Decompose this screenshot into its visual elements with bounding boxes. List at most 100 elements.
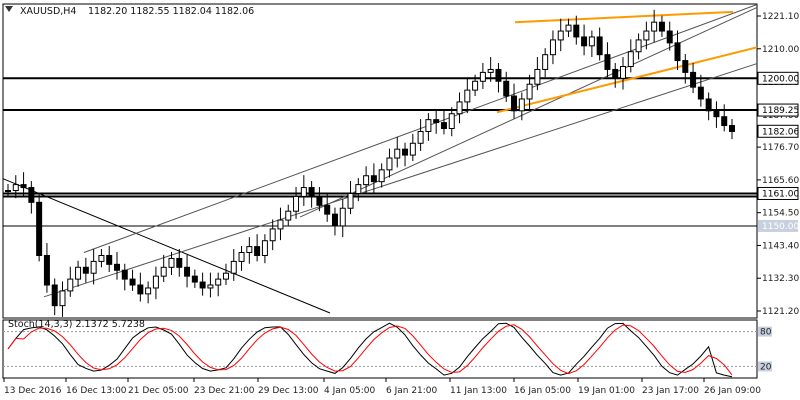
candle-body xyxy=(59,290,66,307)
time-tick-label: 23 Jan 17:00 xyxy=(642,386,699,396)
candle-body xyxy=(121,269,128,280)
candle-body xyxy=(690,71,697,88)
candle-body xyxy=(402,148,409,156)
candle-body xyxy=(269,228,276,242)
candle-body xyxy=(518,98,525,112)
stoch-label: Stoch(14,3,3) 2.1372 5.7238 xyxy=(8,319,145,330)
time-tick-label: 16 Dec 13:00 xyxy=(66,386,127,396)
candle-body xyxy=(658,21,665,32)
candle-body xyxy=(308,187,315,197)
candle-body xyxy=(106,254,113,265)
level-price-label: 1200.00 xyxy=(762,74,799,84)
candle-body xyxy=(682,60,689,73)
price-tick-label: 1165.60 xyxy=(762,176,799,186)
chart-ohlc-values: 1182.20 1182.55 1182.04 1182.06 xyxy=(88,6,254,17)
candle-body xyxy=(246,246,253,254)
candle-body xyxy=(448,113,455,130)
candle-body xyxy=(28,187,35,203)
candle-body xyxy=(20,184,27,189)
stoch-signal-line xyxy=(7,324,733,376)
level-price-box xyxy=(758,219,798,232)
candle-body xyxy=(620,65,627,79)
candle-body xyxy=(511,95,518,112)
wedge-upper-line xyxy=(514,10,734,24)
level-price-box xyxy=(757,186,799,200)
price-panel-frame xyxy=(2,3,758,319)
candle-body xyxy=(674,42,681,62)
candle-body xyxy=(300,187,307,197)
channel-line-middle xyxy=(299,6,758,218)
candle-body xyxy=(168,257,175,268)
level-price-box xyxy=(757,103,799,117)
price-tick-label: 1154.50 xyxy=(762,209,799,219)
last-price-box xyxy=(757,124,799,138)
collapse-triangle-icon[interactable] xyxy=(5,6,13,12)
candle-body xyxy=(113,263,120,271)
candle-body xyxy=(160,266,167,277)
time-tick-label: 21 Dec 05:00 xyxy=(128,386,189,396)
candle-body xyxy=(129,278,136,286)
candle-body xyxy=(324,204,331,215)
candle-body xyxy=(604,54,611,70)
time-tick-label: 29 Dec 13:00 xyxy=(258,386,319,396)
channel-line xyxy=(43,63,758,298)
candle-body xyxy=(394,148,401,159)
price-tick-label: 1210.00 xyxy=(762,45,799,55)
candle-body xyxy=(581,36,588,47)
candle-body xyxy=(495,68,502,82)
candle-body xyxy=(472,80,479,91)
stoch-level-box xyxy=(758,361,772,372)
stoch-main-line xyxy=(7,322,733,378)
candle-body xyxy=(222,272,229,280)
time-tick-label: 23 Dec 21:00 xyxy=(194,386,255,396)
downtrend-line xyxy=(2,178,331,314)
level-price-box xyxy=(757,71,799,85)
candle-body xyxy=(409,142,416,156)
candle-body xyxy=(12,184,19,192)
candle-body xyxy=(67,278,74,292)
candle-body xyxy=(487,68,494,73)
candle-body xyxy=(721,116,728,127)
candle-body xyxy=(549,39,556,56)
candle-body xyxy=(503,80,510,97)
candle-body xyxy=(331,213,338,227)
candle-body xyxy=(565,24,572,32)
candle-body xyxy=(557,30,564,41)
level-price-label: 1161.00 xyxy=(762,189,799,199)
level-price-label: 1189.25 xyxy=(762,106,799,116)
candle-body xyxy=(705,98,712,112)
candle-body xyxy=(425,119,432,132)
time-tick-label: 6 Jan 21:00 xyxy=(386,386,438,396)
candle-body xyxy=(347,192,354,209)
candle-body xyxy=(36,201,43,256)
candle-body xyxy=(729,125,735,132)
candle-body xyxy=(433,119,440,124)
candle-body xyxy=(526,83,533,100)
candle-body xyxy=(75,266,82,280)
candle-body xyxy=(339,207,346,227)
candle-body xyxy=(697,86,704,100)
time-tick-label: 11 Jan 13:00 xyxy=(450,386,507,396)
candle-body xyxy=(293,195,300,212)
time-tick-label: 13 Dec 2016 xyxy=(4,386,62,396)
candle-body xyxy=(191,275,198,283)
candle-body xyxy=(90,260,97,274)
candle-body xyxy=(464,89,471,103)
candle-body xyxy=(98,254,105,262)
candle-body xyxy=(145,287,152,295)
time-tick-label: 16 Jan 05:00 xyxy=(514,386,571,396)
candle-body xyxy=(207,284,214,289)
candle-body xyxy=(573,24,580,38)
time-tick-label: 4 Jan 05:00 xyxy=(324,386,376,396)
price-tick-label: 1132.30 xyxy=(762,274,799,284)
time-tick-label: 26 Jan 09:00 xyxy=(704,386,761,396)
price-tick-label: 1221.10 xyxy=(762,12,799,22)
candle-body xyxy=(417,130,424,144)
candle-body xyxy=(370,175,377,183)
time-tick-label: 19 Jan 01:00 xyxy=(578,386,635,396)
stoch-level-box xyxy=(758,326,772,337)
candle-body xyxy=(588,36,595,47)
candle-body xyxy=(456,101,463,115)
